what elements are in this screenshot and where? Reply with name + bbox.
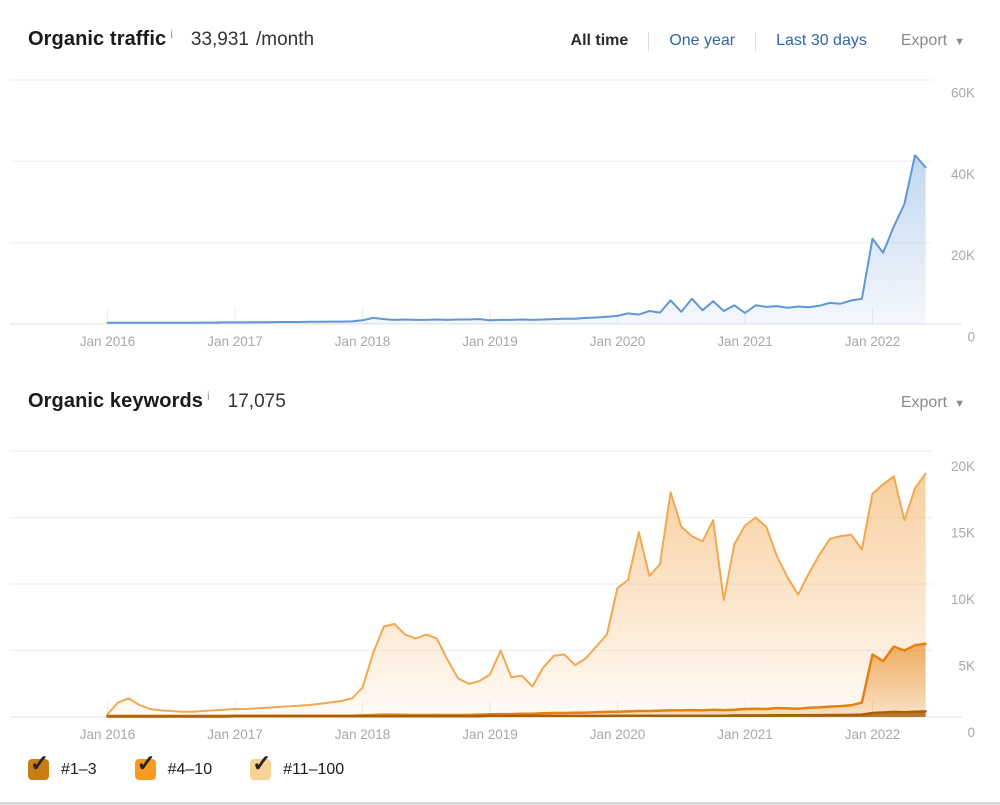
legend-label-top3: #1–3	[61, 760, 97, 778]
svg-text:Jan 2020: Jan 2020	[590, 727, 646, 742]
svg-text:Jan 2022: Jan 2022	[845, 334, 901, 349]
chevron-down-icon: ▼	[954, 36, 965, 48]
svg-text:Jan 2021: Jan 2021	[717, 727, 773, 742]
svg-text:Jan 2021: Jan 2021	[717, 334, 773, 349]
svg-text:Jan 2019: Jan 2019	[462, 334, 518, 349]
svg-text:0: 0	[967, 330, 975, 345]
organic-traffic-title: Organic traffic	[28, 28, 167, 50]
organic-keywords-stat: 17,075	[228, 391, 286, 413]
checkmark-icon: ✓	[252, 750, 272, 776]
export-label: Export	[900, 32, 948, 49]
organic-traffic-suffix: /month	[256, 29, 315, 50]
organic-keywords-value: 17,075	[227, 391, 286, 412]
section-divider	[0, 802, 1000, 805]
svg-text:5K: 5K	[958, 659, 975, 674]
svg-text:Jan 2017: Jan 2017	[207, 727, 263, 742]
tab-divider	[755, 31, 757, 51]
organic-traffic-value: 33,931	[190, 29, 249, 50]
checkmark-icon: ✓	[136, 750, 156, 776]
chevron-down-icon: ▼	[954, 398, 965, 410]
organic-traffic-stat: 33,931 /month	[191, 29, 314, 51]
time-range-controls: All time One year Last 30 days Export ▼	[570, 31, 965, 51]
svg-text:Jan 2016: Jan 2016	[80, 727, 136, 742]
svg-text:10K: 10K	[951, 592, 975, 607]
checkmark-icon: ✓	[30, 750, 50, 776]
svg-text:Jan 2018: Jan 2018	[335, 334, 391, 349]
svg-text:Jan 2018: Jan 2018	[335, 727, 391, 742]
legend-checkbox-4-10[interactable]: ✓	[134, 752, 156, 780]
svg-text:20K: 20K	[951, 248, 975, 263]
svg-text:0: 0	[967, 725, 975, 740]
organic-keywords-header: Organic keywords i 17,075 Export ▼	[28, 389, 965, 413]
svg-text:20K: 20K	[951, 459, 975, 474]
tab-all-time[interactable]: All time	[570, 32, 629, 49]
tab-last-30-days[interactable]: Last 30 days	[776, 32, 867, 49]
organic-traffic-chart[interactable]: 0 20K 40K 60K Jan 2016 Jan 2017 Jan 2018 Jan 20…	[0, 60, 1000, 360]
info-icon[interactable]: i	[207, 389, 210, 403]
keywords-controls: Export ▼	[887, 394, 965, 412]
tab-one-year[interactable]: One year	[669, 32, 736, 49]
svg-text:Jan 2016: Jan 2016	[80, 334, 136, 349]
svg-text:40K: 40K	[951, 167, 975, 182]
organic-keywords-title: Organic keywords	[28, 390, 203, 412]
svg-text:15K: 15K	[951, 526, 975, 541]
legend-item-11-100[interactable]: ✓ #11–100	[250, 752, 345, 780]
svg-text:Jan 2019: Jan 2019	[462, 727, 518, 742]
organic-traffic-header: Organic traffic i 33,931 /month All time…	[28, 27, 965, 51]
legend-label-4-10: #4–10	[167, 760, 213, 778]
tab-divider	[648, 31, 650, 51]
info-icon[interactable]: i	[170, 27, 173, 41]
legend-item-top3[interactable]: ✓ #1–3	[28, 752, 97, 780]
legend-label-11-100: #11–100	[283, 760, 345, 778]
traffic-export-button[interactable]: Export ▼	[901, 32, 965, 50]
keywords-legend: ✓ #1–3 ✓ #4–10 ✓ #11–100	[28, 752, 345, 780]
legend-checkbox-11-100[interactable]: ✓	[250, 752, 271, 780]
svg-text:Jan 2020: Jan 2020	[590, 334, 646, 349]
export-label: Export	[900, 394, 948, 411]
svg-text:60K: 60K	[951, 86, 975, 101]
legend-item-4-10[interactable]: ✓ #4–10	[134, 752, 213, 780]
organic-keywords-chart[interactable]: 0 5K 10K 15K 20K Jan 2016 Jan 2017 Jan 2018 Jan …	[0, 430, 1000, 760]
svg-text:Jan 2017: Jan 2017	[207, 334, 263, 349]
svg-text:Jan 2022: Jan 2022	[845, 727, 901, 742]
legend-checkbox-top3[interactable]: ✓	[28, 752, 49, 780]
keywords-export-button[interactable]: Export ▼	[901, 394, 965, 412]
